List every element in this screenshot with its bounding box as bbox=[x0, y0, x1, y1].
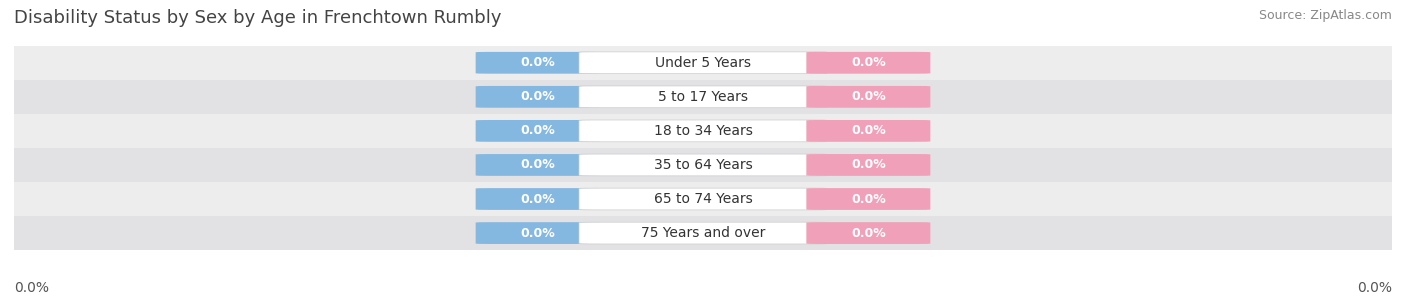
Text: 65 to 74 Years: 65 to 74 Years bbox=[654, 192, 752, 206]
FancyBboxPatch shape bbox=[806, 120, 931, 142]
Bar bbox=[14, 46, 1392, 80]
Text: 0.0%: 0.0% bbox=[851, 124, 886, 137]
Bar bbox=[14, 114, 1392, 148]
Text: 18 to 34 Years: 18 to 34 Years bbox=[654, 124, 752, 138]
FancyBboxPatch shape bbox=[475, 52, 599, 74]
Text: 0.0%: 0.0% bbox=[520, 227, 555, 239]
Text: 5 to 17 Years: 5 to 17 Years bbox=[658, 90, 748, 104]
FancyBboxPatch shape bbox=[475, 86, 599, 108]
FancyBboxPatch shape bbox=[806, 188, 931, 210]
Text: 0.0%: 0.0% bbox=[520, 159, 555, 171]
Text: 0.0%: 0.0% bbox=[520, 56, 555, 69]
Text: 0.0%: 0.0% bbox=[851, 90, 886, 103]
Text: 35 to 64 Years: 35 to 64 Years bbox=[654, 158, 752, 172]
Text: 0.0%: 0.0% bbox=[520, 90, 555, 103]
Text: Disability Status by Sex by Age in Frenchtown Rumbly: Disability Status by Sex by Age in Frenc… bbox=[14, 9, 502, 27]
FancyBboxPatch shape bbox=[579, 52, 827, 74]
FancyBboxPatch shape bbox=[806, 52, 931, 74]
Text: 0.0%: 0.0% bbox=[851, 192, 886, 206]
Text: 0.0%: 0.0% bbox=[520, 124, 555, 137]
FancyBboxPatch shape bbox=[806, 222, 931, 244]
Bar bbox=[14, 216, 1392, 250]
Text: 0.0%: 0.0% bbox=[520, 192, 555, 206]
Bar bbox=[14, 182, 1392, 216]
Text: Under 5 Years: Under 5 Years bbox=[655, 56, 751, 70]
Text: 0.0%: 0.0% bbox=[851, 56, 886, 69]
Text: Source: ZipAtlas.com: Source: ZipAtlas.com bbox=[1258, 9, 1392, 22]
FancyBboxPatch shape bbox=[475, 120, 599, 142]
Text: 0.0%: 0.0% bbox=[1357, 281, 1392, 295]
FancyBboxPatch shape bbox=[806, 154, 931, 176]
FancyBboxPatch shape bbox=[579, 222, 827, 244]
FancyBboxPatch shape bbox=[475, 154, 599, 176]
Text: 75 Years and over: 75 Years and over bbox=[641, 226, 765, 240]
Text: 0.0%: 0.0% bbox=[851, 227, 886, 239]
Text: 0.0%: 0.0% bbox=[851, 159, 886, 171]
Text: 0.0%: 0.0% bbox=[14, 281, 49, 295]
FancyBboxPatch shape bbox=[475, 222, 599, 244]
Bar bbox=[14, 148, 1392, 182]
Bar bbox=[14, 80, 1392, 114]
FancyBboxPatch shape bbox=[579, 120, 827, 142]
FancyBboxPatch shape bbox=[579, 86, 827, 108]
FancyBboxPatch shape bbox=[475, 188, 599, 210]
FancyBboxPatch shape bbox=[579, 188, 827, 210]
FancyBboxPatch shape bbox=[806, 86, 931, 108]
FancyBboxPatch shape bbox=[579, 154, 827, 176]
